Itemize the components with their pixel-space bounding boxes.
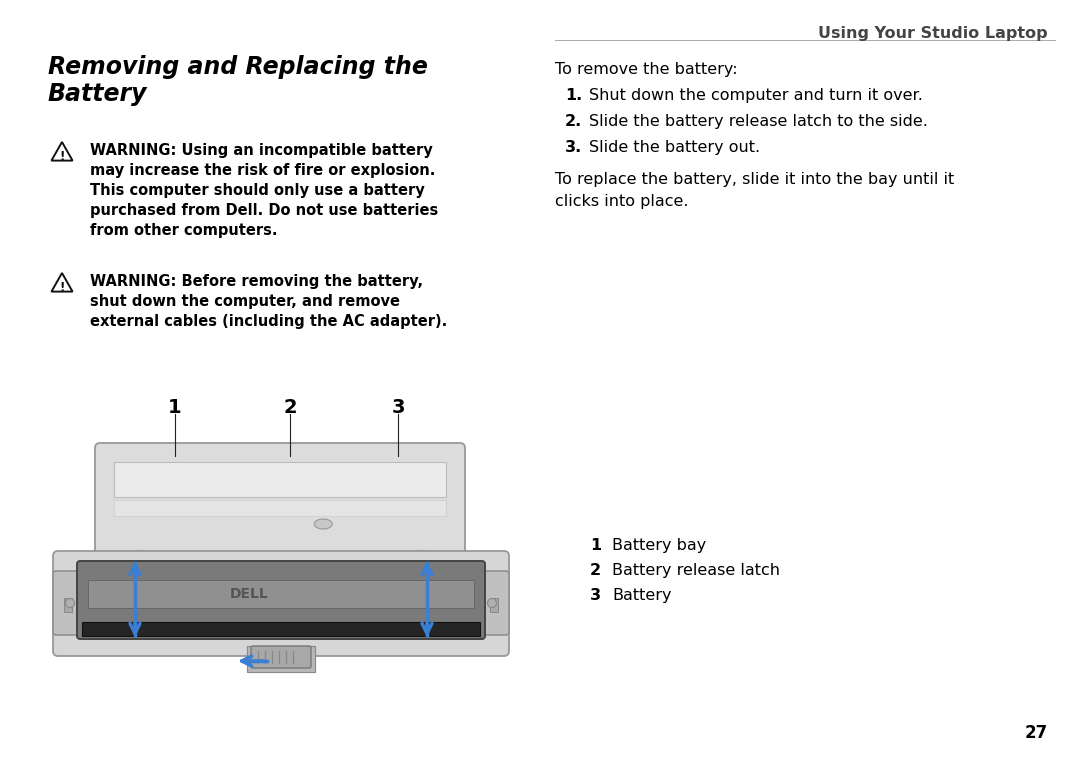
Text: Battery release latch: Battery release latch (612, 563, 780, 578)
Bar (82, 622, 480, 636)
Text: WARNING: Before removing the battery,: WARNING: Before removing the battery, (90, 274, 423, 289)
Text: To remove the battery:: To remove the battery: (555, 62, 738, 77)
Text: 3.: 3. (565, 140, 582, 155)
Bar (247, 646, 315, 672)
Text: 2: 2 (590, 563, 602, 578)
Circle shape (66, 598, 75, 607)
Bar (131, 550, 145, 562)
Text: 1.: 1. (565, 88, 582, 103)
Text: This computer should only use a battery: This computer should only use a battery (90, 183, 424, 198)
Text: Battery bay: Battery bay (612, 538, 706, 553)
FancyBboxPatch shape (251, 646, 311, 668)
Bar (64, 598, 72, 612)
Text: shut down the computer, and remove: shut down the computer, and remove (90, 294, 400, 309)
Circle shape (487, 598, 497, 607)
Bar (87, 580, 474, 608)
FancyBboxPatch shape (77, 561, 485, 639)
Text: Battery: Battery (612, 588, 672, 603)
Text: purchased from Dell. Do not use batteries: purchased from Dell. Do not use batterie… (90, 203, 438, 218)
Text: Shut down the computer and turn it over.: Shut down the computer and turn it over. (589, 88, 923, 103)
FancyBboxPatch shape (95, 443, 465, 565)
Text: 1: 1 (590, 538, 602, 553)
Text: clicks into place.: clicks into place. (555, 194, 689, 209)
FancyBboxPatch shape (53, 551, 509, 656)
Text: Using Your Studio Laptop: Using Your Studio Laptop (819, 26, 1048, 41)
Bar (490, 598, 498, 612)
Text: !: ! (59, 149, 65, 162)
Text: 3: 3 (590, 588, 602, 603)
Text: may increase the risk of fire or explosion.: may increase the risk of fire or explosi… (90, 163, 435, 178)
Ellipse shape (314, 519, 333, 529)
Text: Removing and Replacing the: Removing and Replacing the (48, 55, 428, 79)
Text: Battery: Battery (48, 82, 148, 106)
Text: 2.: 2. (565, 114, 582, 129)
Text: 2: 2 (283, 398, 297, 417)
Text: To replace the battery, slide it into the bay until it: To replace the battery, slide it into th… (555, 172, 955, 187)
Text: 27: 27 (1025, 724, 1048, 742)
Bar (114, 462, 446, 497)
Text: Slide the battery release latch to the side.: Slide the battery release latch to the s… (589, 114, 928, 129)
FancyBboxPatch shape (477, 571, 509, 635)
Text: WARNING: Using an incompatible battery: WARNING: Using an incompatible battery (90, 143, 433, 158)
Text: 3: 3 (391, 398, 405, 417)
FancyBboxPatch shape (53, 571, 85, 635)
Text: 1: 1 (168, 398, 181, 417)
Text: from other computers.: from other computers. (90, 223, 278, 238)
Bar (114, 500, 446, 516)
Text: Slide the battery out.: Slide the battery out. (589, 140, 760, 155)
Bar (415, 550, 429, 562)
Text: !: ! (59, 280, 65, 293)
Text: DELL: DELL (229, 587, 268, 601)
Text: external cables (including the AC adapter).: external cables (including the AC adapte… (90, 314, 447, 329)
